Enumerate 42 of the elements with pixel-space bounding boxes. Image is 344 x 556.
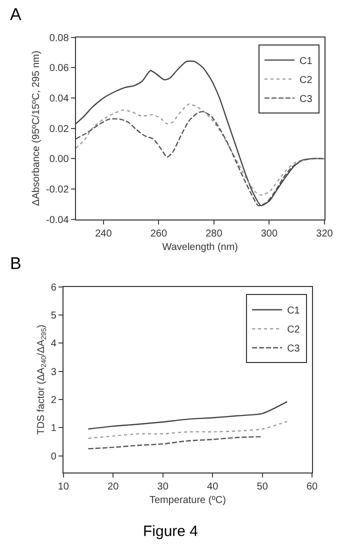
y-tick-label: 5 bbox=[50, 310, 57, 322]
x-tick-label: 280 bbox=[206, 228, 223, 240]
x-tick-label: 10 bbox=[58, 482, 70, 493]
y-tick-label: 0.00 bbox=[49, 154, 70, 166]
x-tick-label: 20 bbox=[108, 482, 120, 493]
x-tick-label: 60 bbox=[306, 482, 318, 493]
legend-label: C1 bbox=[300, 56, 313, 67]
y-tick-label: 2 bbox=[50, 394, 57, 406]
y-tick-label: 0.02 bbox=[49, 124, 70, 135]
y-tick-label: 0.04 bbox=[49, 93, 70, 104]
y-axis-title: ΔAbsorbance (95ºC/15ºC, 295 nm) bbox=[31, 50, 42, 206]
line-series bbox=[76, 103, 324, 196]
chart-title: A bbox=[10, 5, 22, 24]
legend-label: C1 bbox=[287, 306, 300, 317]
caption: Figure 4 bbox=[143, 523, 198, 540]
y-tick-label: 3 bbox=[50, 366, 57, 378]
y-tick-label: 0.06 bbox=[49, 63, 70, 74]
line-series bbox=[88, 401, 288, 430]
x-axis-title: Temperature (ºC) bbox=[149, 495, 226, 506]
y-tick-label: 4 bbox=[50, 338, 57, 350]
line-series bbox=[76, 111, 324, 206]
y-tick-label: 6 bbox=[50, 282, 57, 294]
legend-label: C2 bbox=[300, 74, 313, 86]
y-tick-label: -0.02 bbox=[46, 184, 70, 196]
y-tick-label: 1 bbox=[50, 423, 57, 434]
y-tick-label: 0.08 bbox=[49, 32, 70, 44]
x-axis-title: Wavelength (nm) bbox=[162, 242, 238, 253]
y-tick-label: 0 bbox=[50, 451, 57, 462]
y-tick-label: -0.04 bbox=[46, 214, 70, 226]
x-tick-label: 320 bbox=[316, 228, 334, 240]
line-series bbox=[88, 420, 288, 439]
x-tick-label: 240 bbox=[95, 228, 112, 240]
x-tick-label: 50 bbox=[256, 482, 268, 493]
x-tick-label: 300 bbox=[260, 228, 278, 240]
legend-label: C3 bbox=[287, 344, 300, 355]
x-tick-label: 40 bbox=[207, 482, 219, 493]
chart-title: B bbox=[10, 254, 22, 273]
x-tick-label: 30 bbox=[157, 482, 169, 493]
line-series bbox=[88, 436, 263, 450]
x-tick-label: 260 bbox=[150, 228, 168, 240]
legend-label: C2 bbox=[287, 324, 300, 336]
legend-label: C3 bbox=[300, 94, 313, 105]
